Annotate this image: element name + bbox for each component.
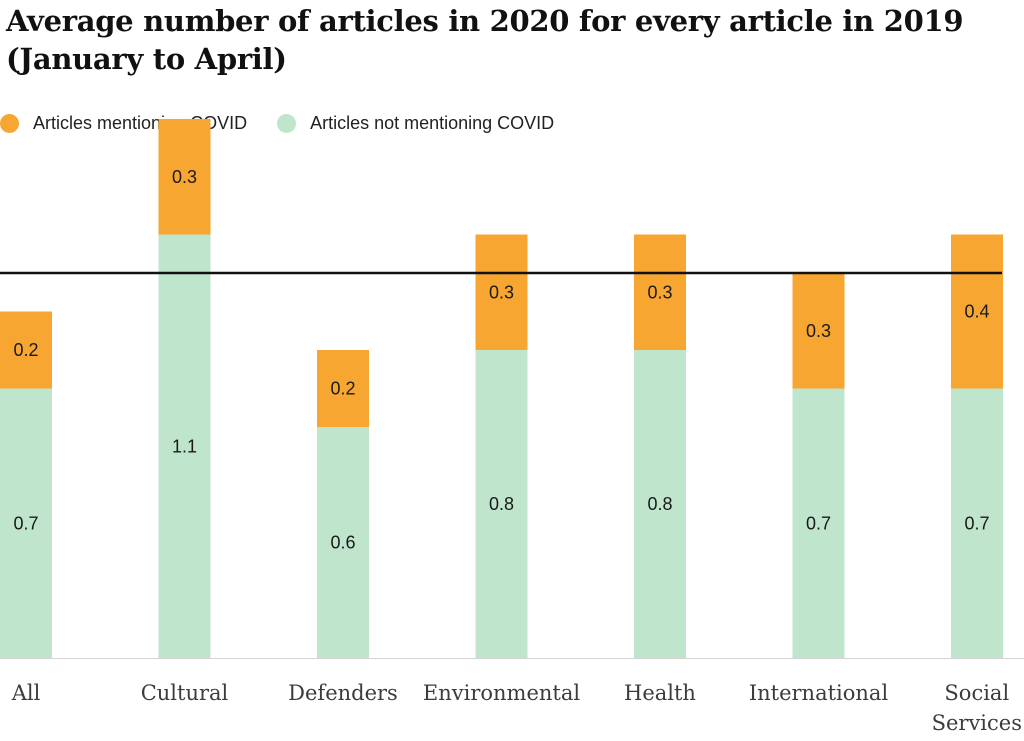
bar-not-mentioning-social-services	[951, 388, 1003, 658]
legend-label-not-mentioning: Articles not mentioning COVID	[310, 112, 555, 133]
bar-not-mentioning-defenders	[317, 427, 369, 658]
data-label-not-mentioning-defenders: 0.6	[330, 533, 355, 553]
data-label-mentioning-international: 0.3	[806, 321, 831, 341]
legend-item-not-mentioning: Articles not mentioning COVID	[277, 113, 554, 134]
category-label-all: All	[11, 681, 41, 705]
category-label-environmental: Environmental	[423, 681, 580, 705]
bar-mentioning-international	[792, 273, 845, 389]
data-label-mentioning-environmental: 0.3	[489, 282, 514, 302]
bar-mentioning-health	[634, 234, 686, 350]
bar-mentioning-cultural	[158, 119, 211, 235]
bar-not-mentioning-health	[634, 350, 686, 658]
category-label-cultural: Cultural	[141, 681, 229, 705]
legend-swatch-not-mentioning	[277, 113, 297, 133]
bar-mentioning-defenders	[317, 350, 369, 427]
bar-not-mentioning-all	[0, 388, 52, 658]
chart-title-line-1: Average number of articles in 2020 for e…	[6, 4, 964, 38]
data-label-mentioning-social-services: 0.4	[964, 302, 989, 322]
data-label-not-mentioning-international: 0.7	[806, 513, 831, 533]
category-label-defenders: Defenders	[288, 681, 398, 705]
data-label-mentioning-defenders: 0.2	[330, 379, 355, 399]
bar-mentioning-social-services	[951, 234, 1003, 389]
chart-title: Average number of articles in 2020 for e…	[6, 2, 1018, 78]
data-label-not-mentioning-social-services: 0.7	[964, 513, 989, 533]
category-label-health: Health	[624, 681, 696, 705]
bars-layer: 0.7 0.2 All 1.1 0.3 Cultural 0.6 0.2 Defenders 0.…	[0, 119, 1024, 735]
bar-mentioning-environmental	[475, 234, 528, 350]
data-label-not-mentioning-all: 0.7	[13, 513, 38, 533]
data-label-not-mentioning-cultural: 1.1	[172, 436, 197, 456]
category-label-international: International	[749, 681, 889, 705]
data-label-mentioning-cultural: 0.3	[172, 167, 197, 187]
bar-not-mentioning-environmental	[475, 350, 528, 658]
data-label-mentioning-health: 0.3	[647, 282, 672, 302]
data-label-not-mentioning-health: 0.8	[647, 494, 672, 514]
category-label-social-services: Social Services	[932, 681, 1022, 735]
bar-not-mentioning-cultural	[158, 234, 211, 658]
data-label-mentioning-all: 0.2	[13, 340, 38, 360]
legend-swatch-mentioning	[0, 113, 19, 133]
bar-mentioning-all	[0, 311, 52, 389]
chart-title-line-2: (January to April)	[6, 42, 287, 76]
data-label-not-mentioning-environmental: 0.8	[489, 494, 514, 514]
bar-not-mentioning-international	[792, 388, 845, 658]
